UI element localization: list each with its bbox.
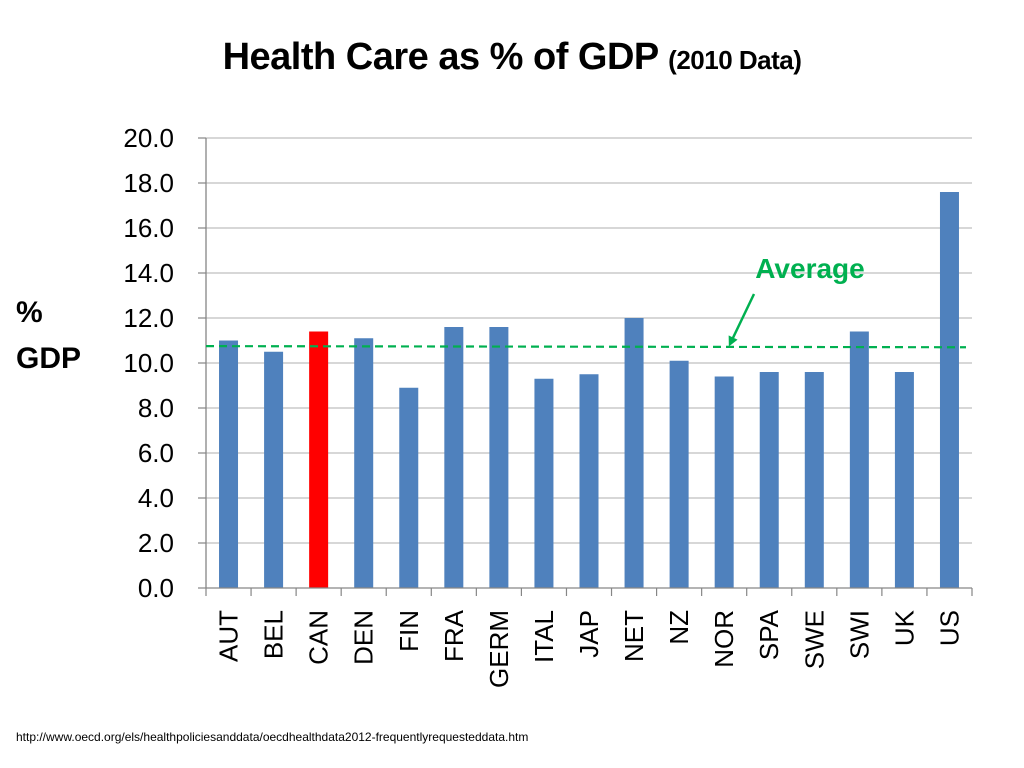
x-tick-label-nor: NOR: [709, 610, 739, 668]
x-tick-label-us: US: [934, 610, 964, 646]
x-tick-label-bel: BEL: [259, 610, 289, 659]
bar-den: [354, 338, 374, 588]
y-tick-label: 14.0: [123, 258, 174, 288]
bar-ital: [534, 378, 554, 588]
x-tick-label-den: DEN: [349, 610, 379, 665]
y-tick-label: 2.0: [138, 528, 174, 558]
x-tick-label-ital: ITAL: [529, 610, 559, 663]
average-arrow: [728, 293, 756, 347]
bar-swe: [804, 372, 824, 588]
x-tick-label-swe: SWE: [799, 610, 829, 669]
chart-title-main: Health Care as % of GDP: [222, 36, 659, 78]
x-tick-labels: AUT BEL CAN DEN FIN FRA GERM ITAL JAP NET NZ NOR SPA…: [214, 588, 973, 688]
axes: [205, 138, 972, 596]
y-tick-label: 12.0: [123, 303, 174, 333]
x-tick-label-fra: FRA: [439, 609, 469, 662]
y-tick-label: 8.0: [138, 393, 174, 423]
y-axis-label-line-2: GDP: [16, 342, 82, 375]
y-axis-label-line-1: %: [16, 296, 43, 329]
bar-net: [624, 318, 644, 588]
bar-swi: [849, 331, 869, 588]
bar-germ: [489, 327, 509, 588]
y-tick-label: 18.0: [123, 168, 174, 198]
x-tick-label-net: NET: [619, 610, 649, 662]
x-tick-label-swi: SWI: [844, 610, 874, 659]
bar-jap: [579, 374, 599, 588]
average-annotation: Average: [205, 253, 967, 349]
bar-can: [309, 331, 329, 588]
x-tick-label-spa: SPA: [754, 609, 784, 660]
y-tick-labels: 0.0 2.0 4.0 6.0 8.0 10.0 12.0 14.0 16.0 18.0 20.0: [123, 123, 206, 603]
x-tick-label-uk: UK: [889, 609, 919, 646]
bars: [219, 192, 959, 588]
average-label: Average: [755, 253, 864, 284]
x-tick-label-nz: NZ: [664, 610, 694, 645]
chart-title-sub: (2010 Data): [668, 45, 802, 75]
bar-uk: [894, 372, 914, 588]
bar-bel: [264, 351, 284, 588]
x-tick-label-aut: AUT: [214, 610, 244, 662]
y-tick-label: 4.0: [138, 483, 174, 513]
y-tick-label: 0.0: [138, 573, 174, 603]
bar-nor: [714, 376, 734, 588]
bar-us: [939, 192, 959, 588]
bar-spa: [759, 372, 779, 588]
y-tick-label: 20.0: [123, 123, 174, 153]
x-tick-label-germ: GERM: [484, 610, 514, 688]
x-tick-label-fin: FIN: [394, 610, 424, 652]
bar-aut: [219, 340, 239, 588]
y-tick-label: 6.0: [138, 438, 174, 468]
bar-fin: [399, 387, 419, 588]
average-line: [205, 345, 967, 349]
x-tick-label-can: CAN: [304, 610, 334, 665]
source-url: http://www.oecd.org/els/healthpoliciesan…: [16, 730, 529, 744]
y-axis-label: % GDP: [16, 290, 106, 382]
bar-fra: [444, 327, 464, 588]
y-tick-label: 10.0: [123, 348, 174, 378]
x-tick-label-jap: JAP: [574, 610, 604, 658]
chart-title: Health Care as % of GDP (2010 Data): [0, 36, 1024, 79]
bar-nz: [669, 360, 689, 588]
y-tick-label: 16.0: [123, 213, 174, 243]
